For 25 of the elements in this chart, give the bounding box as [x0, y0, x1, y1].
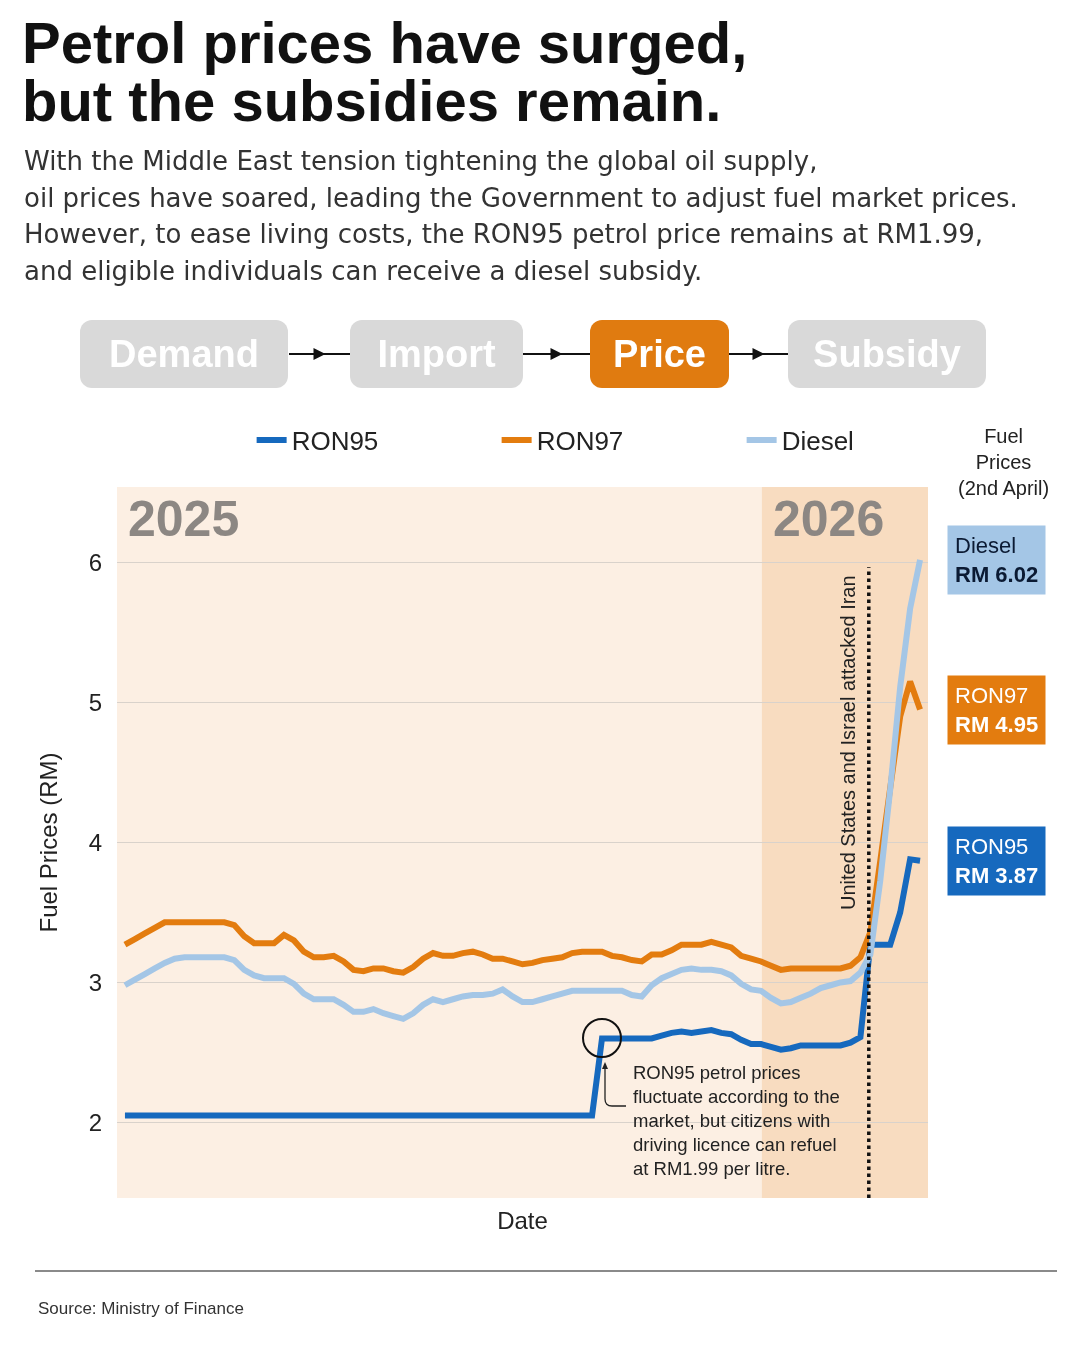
chart-subtitle: With the Middle East tension tightening the global oil supply, oil prices have soared, leading the Government to adjust fuel market prices. However, to ease living costs, the RON95 petrol price remains at RM1.99, and eligible individuals can receive a diesel subsidy. [24, 145, 1018, 288]
annotation: RON95 petrol prices fluctuate according to the market, but citizens with driving licence can refuel at RM1.99 per litre. [633, 1062, 840, 1180]
legend-label: RON95 [291, 426, 379, 457]
annotation: 2026 [773, 491, 885, 547]
y-axis-title: Fuel Prices (RM) [34, 752, 62, 933]
data-label: RM 4.95 [955, 711, 1039, 737]
text: RON95 [955, 834, 1029, 859]
data-label: RM 3.87 [955, 862, 1039, 888]
x-axis-title: Date [497, 1207, 548, 1235]
text: Fuel Prices (2nd April) [958, 425, 1050, 499]
annotation: United States and Israel attacked Iran [836, 575, 859, 911]
source-note: Source: Ministry of Finance [38, 1299, 244, 1319]
data-label: RM 6.02 [955, 561, 1039, 587]
y-tick-label: 4 [88, 828, 102, 856]
text: RON97 [955, 683, 1029, 708]
legend-label: RON97 [536, 426, 624, 457]
y-tick-label: 2 [88, 1108, 102, 1136]
step-box: Price [590, 320, 729, 388]
y-tick-label: 5 [88, 688, 102, 716]
text: Diesel [955, 533, 1017, 558]
legend-label: Diesel [781, 426, 854, 457]
chart-title: Petrol prices have surged, but the subsidies remain. [22, 10, 748, 133]
annotation: 2025 [128, 491, 240, 547]
y-tick-label: 3 [88, 968, 102, 996]
y-tick-label: 6 [88, 548, 102, 576]
